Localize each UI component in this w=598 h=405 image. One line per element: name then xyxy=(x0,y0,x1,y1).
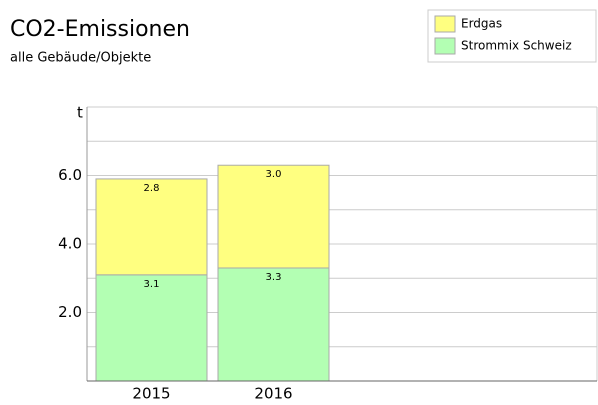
value-label: 3.1 xyxy=(144,279,160,290)
bar-segment xyxy=(217,267,330,382)
value-label: 2.8 xyxy=(144,183,160,194)
y-tick-label: 6.0 xyxy=(58,166,82,184)
x-tick-label: 2016 xyxy=(254,385,292,403)
bar-segment xyxy=(217,164,330,269)
chart-title: CO2-Emissionen xyxy=(10,17,190,42)
y-tick-label: 4.0 xyxy=(58,235,82,253)
bar-segment xyxy=(95,178,208,276)
y-tick-label: 2.0 xyxy=(58,303,82,321)
legend-swatch xyxy=(434,37,456,55)
legend-box xyxy=(427,9,597,63)
chart-subtitle: alle Gebäude/Objekte xyxy=(10,51,151,66)
legend-label: Strommix Schweiz xyxy=(461,39,572,53)
y-axis-label: t xyxy=(77,104,83,122)
value-label: 3.0 xyxy=(266,169,282,180)
legend-swatch xyxy=(434,15,456,33)
bar-segment xyxy=(95,274,208,382)
value-label: 3.3 xyxy=(266,272,282,283)
legend-label: Erdgas xyxy=(461,17,502,31)
x-tick-label: 2015 xyxy=(132,385,170,403)
